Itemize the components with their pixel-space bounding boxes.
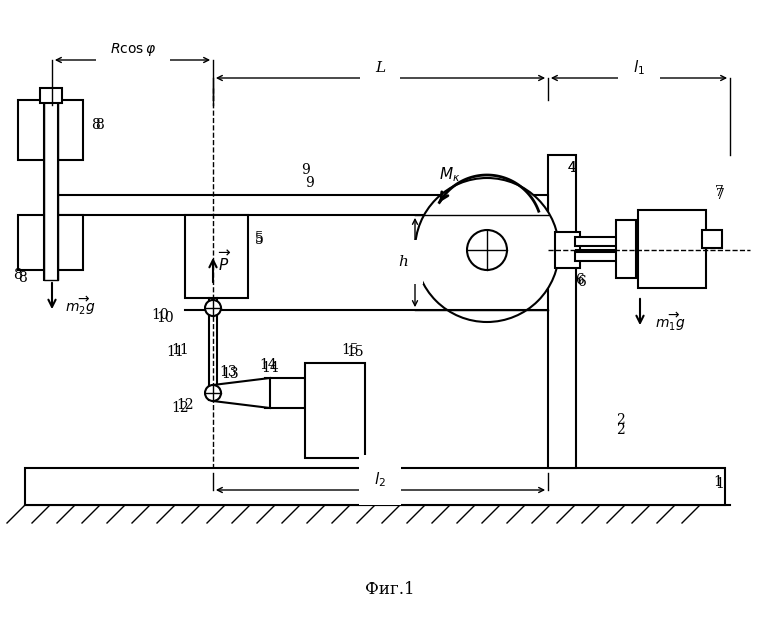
Circle shape bbox=[467, 230, 507, 270]
Text: 6: 6 bbox=[578, 275, 587, 289]
Text: 15: 15 bbox=[341, 343, 359, 357]
Text: 8: 8 bbox=[90, 118, 99, 132]
Text: $R\cos\varphi$: $R\cos\varphi$ bbox=[110, 41, 156, 58]
Text: 9: 9 bbox=[300, 163, 310, 177]
Circle shape bbox=[205, 300, 221, 316]
Text: 2: 2 bbox=[615, 423, 624, 437]
Text: 1: 1 bbox=[714, 475, 722, 489]
Bar bbox=[575, 252, 620, 261]
Text: 5: 5 bbox=[255, 231, 264, 245]
Text: Фиг.1: Фиг.1 bbox=[365, 582, 415, 598]
Text: $\overrightarrow{m_2g}$: $\overrightarrow{m_2g}$ bbox=[65, 295, 95, 317]
Bar bbox=[52, 195, 548, 215]
Text: 8: 8 bbox=[18, 271, 27, 285]
Text: 1: 1 bbox=[715, 477, 725, 491]
Text: 14: 14 bbox=[259, 358, 277, 372]
Bar bbox=[555, 232, 580, 268]
Text: $l_2$: $l_2$ bbox=[374, 470, 386, 489]
Bar bbox=[616, 220, 636, 278]
Bar bbox=[185, 215, 248, 298]
Text: 10: 10 bbox=[151, 308, 168, 322]
Text: 13: 13 bbox=[222, 367, 239, 381]
Text: 7: 7 bbox=[715, 185, 724, 199]
Text: $l_1$: $l_1$ bbox=[633, 58, 645, 77]
Bar bbox=[265, 378, 305, 408]
Bar bbox=[44, 95, 58, 280]
Bar bbox=[305, 363, 365, 458]
Text: 13: 13 bbox=[219, 365, 237, 379]
Text: 7: 7 bbox=[715, 188, 725, 202]
Text: 10: 10 bbox=[156, 311, 174, 325]
Bar bbox=[40, 88, 62, 103]
Polygon shape bbox=[213, 378, 270, 408]
Bar bbox=[638, 210, 706, 288]
Text: 15: 15 bbox=[346, 345, 363, 359]
Bar bbox=[18, 215, 83, 270]
Text: L: L bbox=[375, 61, 385, 75]
Text: 12: 12 bbox=[176, 398, 193, 412]
Text: 14: 14 bbox=[261, 361, 279, 375]
Text: 6: 6 bbox=[576, 273, 584, 287]
Text: 4: 4 bbox=[568, 161, 576, 175]
Text: h: h bbox=[398, 255, 408, 269]
Circle shape bbox=[205, 385, 221, 401]
Text: $\overrightarrow{m_1g}$: $\overrightarrow{m_1g}$ bbox=[655, 311, 686, 333]
Text: 12: 12 bbox=[171, 401, 189, 415]
Circle shape bbox=[415, 178, 559, 322]
Text: 8: 8 bbox=[95, 118, 104, 132]
Text: 4: 4 bbox=[568, 161, 576, 175]
Text: $\overrightarrow{P}$: $\overrightarrow{P}$ bbox=[218, 250, 232, 274]
Bar bbox=[25, 468, 725, 505]
Text: 11: 11 bbox=[166, 345, 184, 359]
Text: 2: 2 bbox=[615, 413, 624, 427]
Text: 5: 5 bbox=[255, 233, 264, 247]
Text: 11: 11 bbox=[171, 343, 189, 357]
Bar bbox=[18, 100, 83, 160]
Text: 8: 8 bbox=[13, 268, 23, 282]
Text: 9: 9 bbox=[306, 176, 314, 190]
Bar bbox=[702, 230, 722, 248]
Bar bbox=[548, 155, 576, 468]
Text: $M_\kappa$: $M_\kappa$ bbox=[439, 166, 461, 185]
Bar bbox=[575, 237, 620, 246]
